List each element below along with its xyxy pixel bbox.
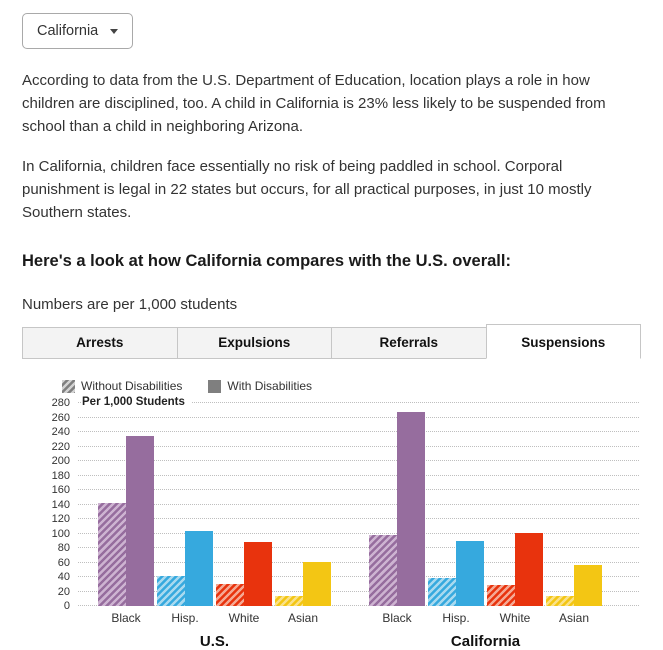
tab-arrests[interactable]: Arrests [22,327,177,358]
category-pair [487,533,543,606]
category-label: Asian [287,611,319,625]
bar-solid [303,562,331,606]
state-dropdown[interactable]: California [22,13,134,49]
category-label: Asian [558,611,590,625]
chart-subtitle: Numbers are per 1,000 students [22,296,238,313]
category-label: White [228,611,260,625]
group-label: California [450,633,521,650]
chart-legend: Without Disabilities With Disabilities [62,379,641,393]
bar-hatched [487,585,515,606]
bar-solid [185,531,213,606]
bar-hatched [369,535,397,606]
tab-suspensions[interactable]: Suspensions [485,324,641,359]
gridline [78,416,639,418]
y-axis-tick-label: 160 [51,484,70,496]
bar-hatched [157,576,185,606]
group-labels: U.S. California [98,633,641,650]
gridline [78,474,639,476]
category-labels: Black Hisp. White Asian Black Hisp. White Asian [98,611,641,625]
bar-group-u-s- [98,436,331,606]
category-label-group: Black Hisp. White Asian [369,611,602,625]
legend-label: Without Disabilities [81,379,183,393]
tab-expulsions[interactable]: Expulsions [176,327,331,358]
bar-hatched [98,503,126,606]
y-axis-tick-label: 280 [51,397,70,409]
gridline [78,518,639,519]
y-axis-tick-label: 180 [51,469,70,482]
bar-solid [244,542,272,606]
gridline [78,402,639,403]
bar-hatched [546,596,574,606]
gridline [78,547,639,548]
gridline [78,445,639,447]
gridline [78,431,639,432]
gridline [78,532,639,534]
page-heading: Here's a look at how California compares… [22,252,511,270]
category-pair [98,436,154,606]
y-axis-tick-label: 200 [51,455,70,467]
metric-tabs: Arrests Expulsions Referrals Suspensions [22,324,641,359]
y-axis-tick-label: 220 [51,440,70,453]
intro-paragraph-1: According to data from the U.S. Departme… [22,72,606,135]
gridline [78,489,639,490]
y-axis-tick-label: 240 [51,426,70,438]
category-pair [275,562,331,606]
category-pair [369,412,425,606]
y-axis-tick-label: 260 [51,411,70,424]
solid-swatch-icon [208,379,222,393]
suspensions-chart: 0 20 40 60 80 100 120 140 160 180 200 220 240 260 280 … [22,396,641,650]
y-axis-tick-label: 140 [51,498,70,511]
gridline [78,590,639,592]
category-pair [216,542,272,606]
group-label: U.S. [199,633,230,650]
chevron-down-icon [110,28,119,34]
legend-item: Without Disabilities [62,379,182,393]
category-label: White [499,611,531,625]
bar-solid [456,541,484,606]
bar-group-california [369,412,602,606]
bars [98,412,602,606]
intro-paragraph-2: In California, children face essentially… [22,158,592,221]
y-axis-tick-label: 80 [57,542,70,554]
bar-hatched [428,578,456,606]
y-axis-tick-label: 0 [63,600,70,612]
category-label: Hisp. [171,611,199,625]
legend-label: With Disabilities [227,379,313,393]
bar-solid [397,412,425,606]
category-label-group: Black Hisp. White Asian [98,611,331,625]
tab-referrals[interactable]: Referrals [331,327,486,358]
category-label: Black [111,611,141,625]
category-pair [157,531,213,606]
category-label: Hisp. [442,611,470,625]
y-axis-tick-label: 20 [57,585,70,598]
y-axis-tick-label: 100 [51,527,70,540]
y-axis: 0 20 40 60 80 100 120 140 160 180 200 220 240 260 280 [22,397,78,612]
bar-hatched [275,596,303,606]
gridline [78,605,639,606]
bar-solid [515,533,543,606]
y-axis-tick-label: 120 [51,513,70,525]
state-dropdown-value: California [37,23,99,39]
bar-solid [574,565,602,606]
category-pair [428,541,484,606]
bar-hatched [216,584,244,606]
plot-area: Per 1,000 Students [78,396,641,606]
y-axis-tick-label: 60 [57,556,70,569]
gridline [78,576,639,577]
gridline [78,561,639,563]
bar-solid [126,436,154,606]
hatched-swatch-icon [62,379,75,393]
axis-title: Per 1,000 Students [82,396,192,408]
category-pair [546,565,602,606]
gridline [78,460,639,461]
gridline [78,503,639,505]
y-axis-tick-label: 40 [57,571,70,583]
legend-item: With Disabilities [208,379,312,393]
category-label: Black [382,611,412,625]
